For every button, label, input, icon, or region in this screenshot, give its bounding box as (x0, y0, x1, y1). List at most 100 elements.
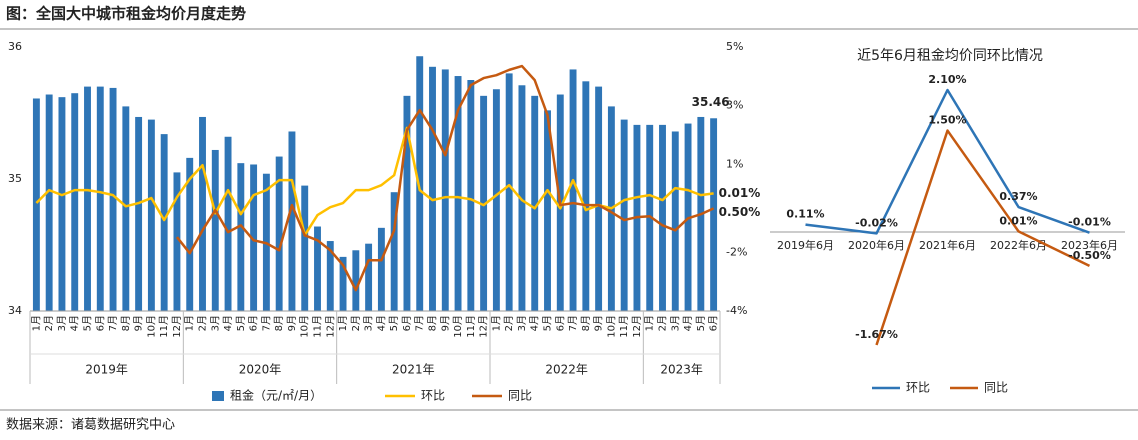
data-label: 0.01% (999, 214, 1037, 227)
x-tick-label: 10月 (452, 315, 464, 338)
y-tick-label: 34 (8, 304, 22, 317)
y-tick-label: 35 (8, 172, 22, 185)
bar (416, 56, 424, 311)
year-label: 2023年 (660, 363, 703, 377)
x-tick-label: 1月 (490, 315, 502, 331)
bar (710, 118, 718, 311)
bar (84, 86, 91, 311)
data-label: 35.46 (692, 95, 730, 109)
data-label: -1.67% (855, 328, 898, 341)
x-tick-label: 6月 (554, 315, 566, 331)
source: 数据来源：诸葛数据研究中心 (6, 418, 175, 433)
bar (671, 131, 679, 311)
data-label: 0.11% (786, 208, 824, 221)
x-tick-label: 6月 (248, 315, 260, 331)
bar (58, 97, 66, 311)
bar (429, 66, 436, 311)
bar (467, 80, 475, 311)
bar (569, 69, 577, 311)
bar (275, 156, 283, 311)
bar (365, 243, 373, 311)
y2-tick-label: 1% (726, 157, 743, 170)
y2-tick-label: -2% (726, 245, 747, 258)
data-label: 0.37% (999, 190, 1037, 203)
x-tick-label: 10月 (605, 315, 617, 338)
x-tick-label: 8月 (580, 315, 592, 331)
bar (326, 241, 334, 311)
x-tick-label: 5月 (388, 315, 400, 331)
bar (122, 106, 130, 312)
x-tick-label: 7月 (260, 315, 272, 331)
x-tick-label: 2月 (503, 315, 515, 331)
x-tick-label: 1月 (337, 315, 349, 331)
x-tick-label: 2月 (197, 315, 209, 331)
x-tick-label: 3月 (209, 315, 221, 331)
y-tick-label: 36 (8, 40, 22, 53)
x-tick-label: 12月 (631, 315, 643, 338)
legend-label: 环比 (421, 389, 445, 403)
x-tick-label: 1月 (644, 315, 656, 331)
bar (595, 86, 603, 311)
bar (403, 95, 411, 311)
bar (518, 85, 526, 311)
year-label: 2021年 (392, 363, 435, 377)
x-tick-label: 6月 (401, 315, 413, 331)
legend-label: 环比 (906, 381, 930, 395)
x-tick-label: 9月 (286, 315, 298, 331)
x-tick-label: 4月 (375, 315, 387, 331)
x-tick-label: 1月 (184, 315, 196, 331)
legend-label: 同比 (984, 381, 1008, 395)
x-tick-label: 2月 (350, 315, 362, 331)
x-tick-label: 9月 (439, 315, 451, 331)
year-label: 2019年 (85, 363, 128, 377)
x-tick-label: 3月 (669, 315, 681, 331)
data-label: -0.50% (1068, 249, 1111, 262)
x-tick-label: 5月 (82, 315, 94, 331)
data-label: -0.02% (855, 216, 898, 229)
bar (96, 86, 104, 311)
bar (531, 95, 539, 311)
x-tick-label: 2020年6月 (848, 238, 905, 252)
bar (211, 149, 219, 311)
line (175, 64, 715, 292)
x-tick-label: 6月 (708, 315, 720, 331)
bar (659, 124, 666, 311)
data-label: 0.50% (719, 205, 761, 219)
x-tick-label: 10月 (299, 315, 311, 338)
x-tick-label: 1月 (30, 315, 42, 331)
bar (441, 69, 449, 311)
x-tick-label: 7月 (107, 315, 119, 331)
x-tick-label: 4月 (682, 315, 694, 331)
x-tick-label: 8月 (427, 315, 439, 331)
x-tick-label: 5月 (695, 315, 707, 331)
bar (301, 185, 309, 311)
x-tick-label: 2月 (657, 315, 669, 331)
x-tick-label: 4月 (69, 315, 81, 331)
bar (582, 81, 590, 311)
bar (237, 163, 245, 311)
y2-tick-label: -4% (726, 304, 747, 317)
x-tick-label: 3月 (56, 315, 68, 331)
y2-tick-label: 3% (726, 99, 743, 112)
legend-label: 租金（元/㎡/月） (230, 388, 322, 403)
line (805, 88, 1090, 235)
x-tick-label: 12月 (171, 315, 183, 338)
bar (186, 157, 194, 311)
x-tick-label: 3月 (363, 315, 375, 331)
x-tick-label: 12月 (324, 315, 336, 338)
y2-tick-label: 5% (726, 40, 743, 53)
line (875, 129, 1091, 346)
x-tick-label: 2月 (43, 315, 55, 331)
x-tick-label: 2022年6月 (990, 238, 1047, 252)
x-tick-label: 11月 (312, 315, 324, 338)
bar (288, 131, 296, 311)
data-label: 1.50% (928, 114, 966, 127)
bar (71, 93, 79, 311)
bar (646, 124, 654, 311)
bar (199, 116, 206, 312)
x-tick-label: 12月 (478, 315, 490, 338)
bar (505, 73, 513, 312)
bar (32, 98, 40, 311)
x-tick-label: 11月 (465, 315, 477, 338)
